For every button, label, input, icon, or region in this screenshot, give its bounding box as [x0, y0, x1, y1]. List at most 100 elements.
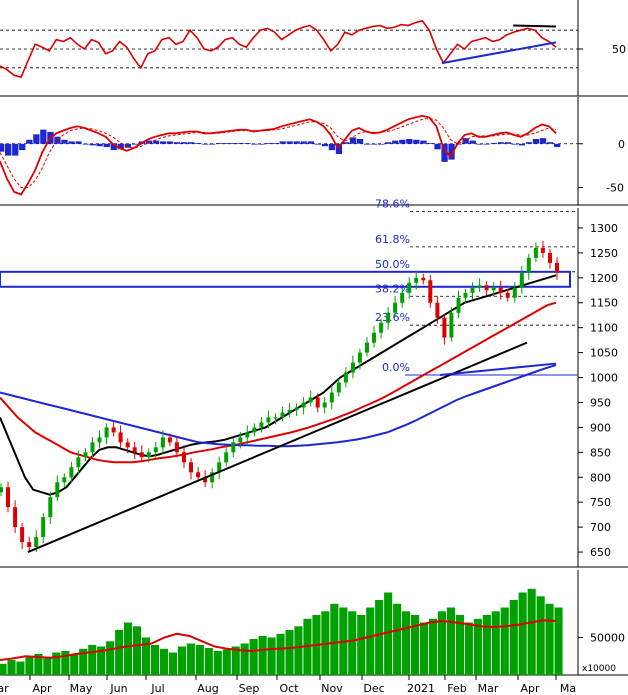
volume-bar — [473, 618, 482, 676]
macd-histogram-bar — [152, 140, 160, 144]
x-tick-label-Jul: Jul — [150, 682, 164, 695]
price-tick-label-700: 700 — [590, 521, 611, 534]
macd-histogram-bar — [511, 143, 519, 145]
volume-ma-line — [0, 619, 557, 661]
resistance-zone — [0, 270, 571, 288]
volume-bar — [411, 615, 420, 675]
volume-bar — [43, 658, 52, 675]
volume-bar — [151, 645, 160, 675]
volume-bar — [491, 611, 500, 676]
macd-line — [0, 114, 557, 196]
macd-histogram-bar — [371, 143, 378, 145]
macd-histogram-bar — [216, 143, 223, 144]
volume-bar — [437, 611, 446, 676]
candle-up — [477, 285, 482, 288]
candle-up — [280, 412, 285, 418]
candle-down — [196, 472, 201, 478]
candle-up — [400, 292, 405, 303]
macd-histogram-bar — [237, 143, 244, 144]
price-tick-label-1100: 1100 — [590, 322, 618, 335]
volume-bar — [536, 596, 545, 676]
candle-up — [90, 442, 95, 453]
candle-up — [308, 397, 313, 403]
macd-histogram-bar — [96, 143, 103, 147]
macd-histogram-bar — [293, 141, 300, 144]
candle-up — [322, 402, 327, 408]
x-axis: ar Apr May Jun Jul Aug Sep Oct Nov Dec 2021 Feb Mar A… — [0, 675, 576, 695]
macd-histogram-bar — [202, 143, 209, 145]
macd-histogram-bar — [230, 143, 237, 144]
price-tick-label-1150: 1150 — [590, 297, 618, 310]
candle-down — [505, 292, 510, 298]
macd-histogram-bar — [420, 140, 427, 144]
fib-label-23.6%: 23.6% — [375, 311, 410, 324]
ma-medium-line — [0, 301, 557, 464]
x-tick-label-Nov: Nov — [321, 682, 343, 695]
fib-label-50.0%: 50.0% — [375, 258, 410, 271]
macd-histogram-bar — [455, 143, 462, 145]
macd-histogram-bar — [265, 143, 272, 144]
x-tick-label-Apr: Apr — [520, 682, 540, 695]
volume-bar — [464, 622, 473, 675]
candle-up — [329, 392, 334, 403]
candle-up — [273, 417, 278, 419]
candle-up — [153, 447, 158, 453]
macd-histogram-bar — [188, 142, 195, 144]
volume-bar — [195, 645, 204, 675]
volume-bar — [375, 600, 384, 675]
candle-down — [111, 427, 116, 433]
fib-label-0.0%: 0.0% — [382, 361, 410, 374]
volume-bar — [429, 618, 438, 676]
candle-down — [132, 447, 137, 453]
macd-histogram-bar — [244, 143, 251, 144]
macd-histogram-bar — [441, 143, 448, 162]
candle-up — [48, 497, 53, 518]
candle-up — [0, 487, 3, 493]
candle-up — [449, 312, 454, 338]
candle-up — [266, 417, 271, 423]
volume-bar — [258, 636, 267, 675]
volume-bar — [518, 592, 527, 675]
x-tick-label-Feb: Feb — [447, 682, 466, 695]
candle-up — [224, 452, 229, 463]
macd-histogram-bar — [195, 143, 202, 144]
macd-histogram-bar — [61, 139, 68, 144]
volume-bar — [186, 643, 195, 675]
price-tick-label-1000: 1000 — [590, 372, 618, 385]
macd-histogram-bar — [342, 142, 350, 144]
x-tick-label-May: May — [70, 682, 93, 695]
volume-bar — [159, 648, 168, 676]
candle-up — [210, 472, 215, 483]
volume-bar — [285, 630, 294, 675]
macd-histogram-bar — [33, 134, 40, 144]
candle-down — [442, 317, 447, 338]
x-tick-label-Mar: Mar — [478, 682, 499, 695]
candle-up — [217, 462, 222, 473]
macd-histogram-bar — [82, 143, 89, 145]
candle-up — [357, 352, 362, 363]
macd-histogram-bar — [483, 143, 490, 145]
volume-bar — [455, 615, 464, 675]
price-tick-label-650: 650 — [590, 546, 611, 559]
rsi-panel: 50 — [0, 0, 628, 97]
macd-histogram-bar — [413, 139, 420, 144]
macd-histogram-bar — [518, 143, 526, 146]
candle-up — [463, 292, 468, 298]
volume-bar — [168, 652, 177, 675]
candle-down — [13, 507, 18, 528]
volume-bar — [61, 651, 70, 675]
volume-bar — [88, 645, 97, 675]
macd-histogram-bar — [378, 143, 385, 145]
macd-histogram-bar — [209, 143, 216, 145]
volume-bar — [79, 648, 88, 676]
candle-down — [548, 252, 552, 263]
candle-up — [386, 312, 391, 323]
macd-histogram-bar — [159, 141, 167, 144]
candle-up — [76, 457, 81, 468]
macd-histogram-bar — [279, 141, 286, 144]
candle-down — [174, 442, 179, 453]
price-tick-label-800: 800 — [590, 471, 611, 484]
macd-histogram-bar — [300, 141, 307, 144]
rsi-resistance-trendline — [513, 24, 557, 28]
